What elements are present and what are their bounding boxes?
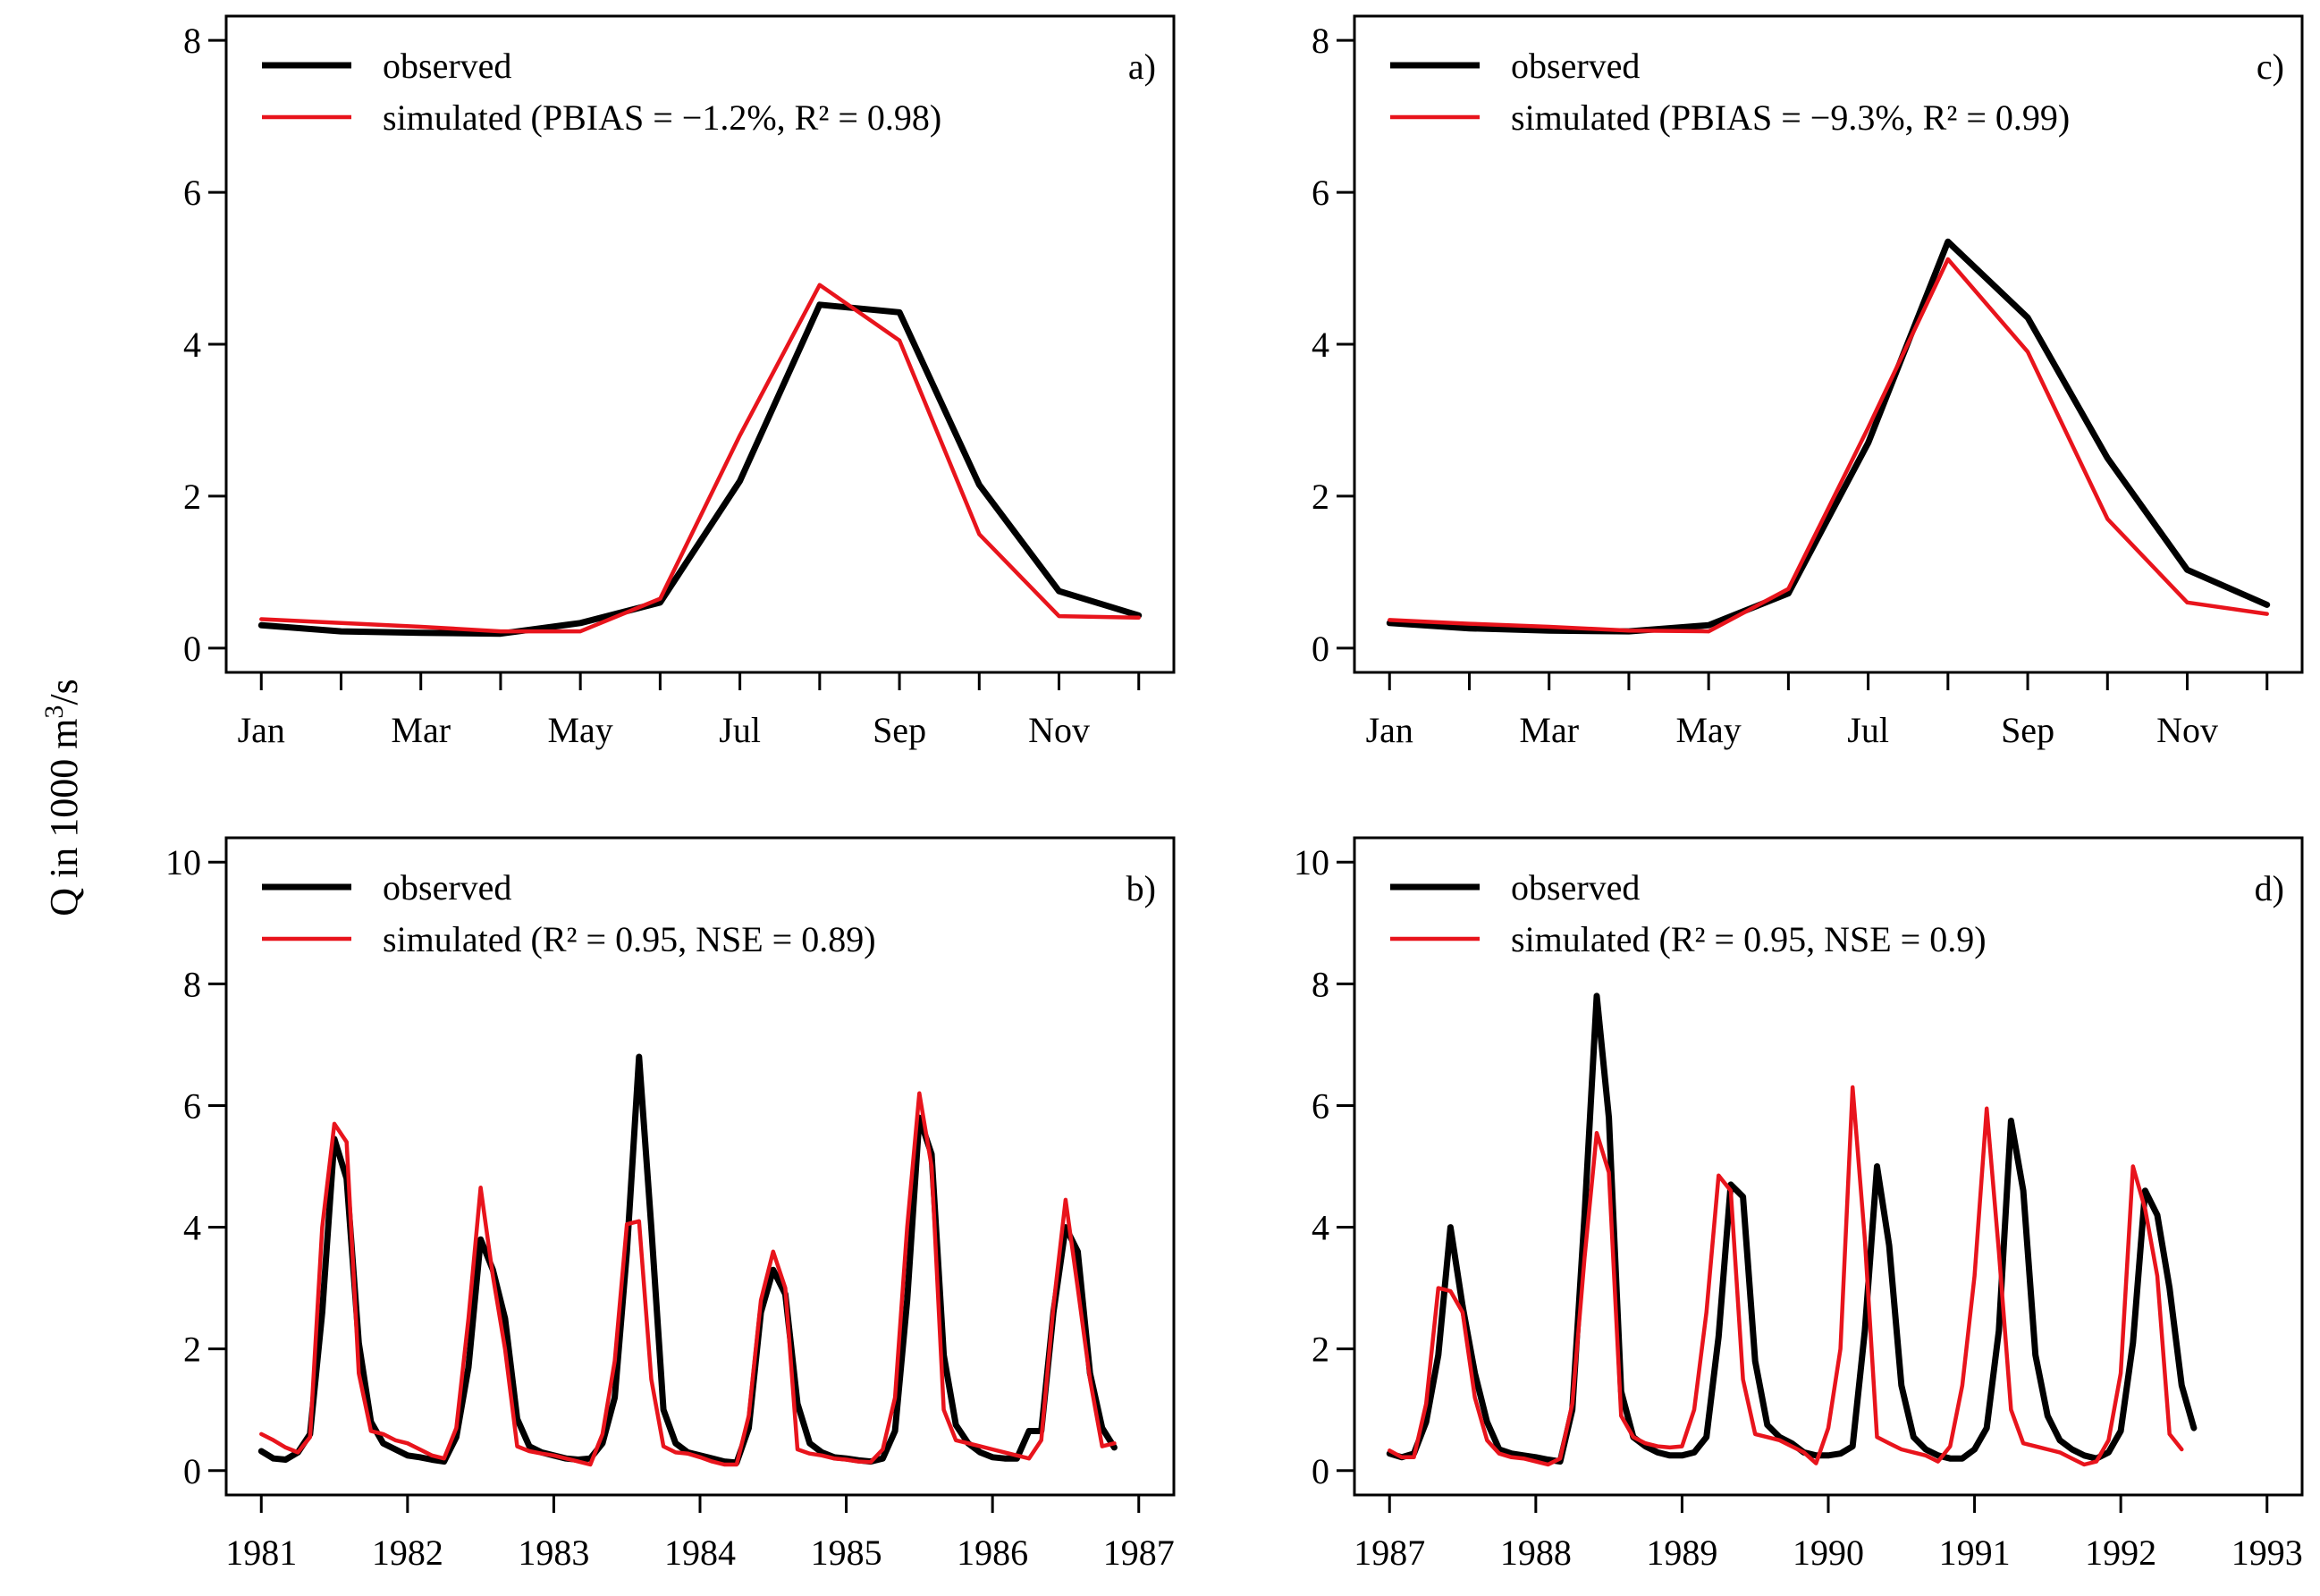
panel-label: b) (1126, 868, 1156, 908)
x-tick-label: 1984 (664, 1533, 736, 1573)
series-line-observed (257, 1053, 1118, 1466)
y-tick-label: 0 (1312, 1451, 1329, 1491)
panel-label: a) (1128, 46, 1156, 87)
legend-label-observed: observed (383, 867, 511, 908)
x-tick-label: 1983 (518, 1533, 589, 1573)
x-tick-label: Nov (2156, 710, 2218, 750)
x-tick-label: 1982 (372, 1533, 443, 1573)
x-tick-label: Mar (1519, 710, 1579, 750)
panel-label: c) (2257, 46, 2284, 87)
x-tick-label: 1992 (2085, 1533, 2156, 1573)
panel-a: 0 2 4 6 8 Jan Mar May Jul Sep Nov observed simulated… (183, 14, 1176, 750)
x-tick-label: 1987 (1354, 1533, 1425, 1573)
panel-label: d) (2255, 868, 2284, 908)
y-tick-label: 6 (1312, 173, 1329, 213)
x-tick-label: Jan (1366, 710, 1413, 750)
x-tick-label: May (547, 710, 612, 750)
y-tick-label: 10 (1294, 842, 1329, 882)
y-tick-label: 8 (1312, 964, 1329, 1004)
y-tick-label: 4 (183, 325, 201, 365)
y-tick-label: 0 (1312, 629, 1329, 669)
x-tick-label: 1989 (1646, 1533, 1717, 1573)
x-tick-label: 1986 (957, 1533, 1028, 1573)
x-tick-label: Mar (391, 710, 451, 750)
series-line-simulated (1388, 1085, 2184, 1467)
panel-c: 0 2 4 6 8 Jan Mar May Jul Sep Nov observed simulated… (1312, 14, 2304, 750)
y-tick-label: 8 (183, 21, 201, 61)
y-axis-label-suffix: /s (42, 679, 86, 705)
x-tick-label: 1990 (1793, 1533, 1864, 1573)
x-tick-label: Sep (873, 710, 926, 750)
panel-b: 0 2 4 6 8 10 1981 1982 1983 1984 1985 1986 1987 obser… (165, 836, 1176, 1573)
legend-label-observed: observed (383, 46, 511, 86)
y-tick-label: 0 (183, 1451, 201, 1491)
y-axis-label-exponent: 3 (39, 705, 69, 719)
y-tick-label: 4 (1312, 1208, 1329, 1248)
x-tick-label: 1988 (1500, 1533, 1572, 1573)
y-tick-label: 2 (183, 477, 201, 517)
legend-label-simulated: simulated (R² = 0.95, NSE = 0.89) (383, 919, 876, 959)
y-tick-label: 6 (183, 173, 201, 213)
y-tick-label: 4 (1312, 325, 1329, 365)
x-tick-label: 1981 (225, 1533, 297, 1573)
x-tick-label: 1993 (2231, 1533, 2303, 1573)
series-line-simulated (1388, 257, 2269, 634)
y-tick-label: 0 (183, 629, 201, 669)
y-tick-label: 2 (1312, 477, 1329, 517)
y-tick-label: 6 (1312, 1085, 1329, 1126)
y-axis-label: Q in 1000 m3/s (39, 679, 87, 916)
legend-label-simulated: simulated (PBIAS = −1.2%, R² = 0.98) (383, 97, 941, 138)
y-axis-label-prefix: Q in 1000 m (42, 719, 86, 916)
series-line-observed (1386, 238, 2271, 635)
y-tick-label: 2 (1312, 1330, 1329, 1370)
series-line-simulated (259, 283, 1141, 634)
y-tick-label: 2 (183, 1330, 201, 1370)
x-tick-label: Jul (719, 710, 761, 750)
y-tick-label: 6 (183, 1085, 201, 1126)
x-tick-label: May (1675, 710, 1741, 750)
x-tick-label: Nov (1028, 710, 1090, 750)
series-line-simulated (259, 1091, 1117, 1467)
legend-label-observed: observed (1511, 867, 1640, 908)
y-tick-label: 10 (165, 842, 201, 882)
y-tick-label: 8 (1312, 21, 1329, 61)
x-tick-label: Jan (238, 710, 285, 750)
series-line-observed (257, 301, 1143, 638)
x-tick-label: Sep (2001, 710, 2054, 750)
x-tick-label: 1987 (1103, 1533, 1175, 1573)
legend-label-simulated: simulated (R² = 0.95, NSE = 0.9) (1511, 919, 1987, 959)
series-line-observed (1386, 992, 2198, 1465)
legend-label-observed: observed (1511, 46, 1640, 86)
x-tick-label: 1991 (1939, 1533, 2011, 1573)
y-tick-label: 4 (183, 1208, 201, 1248)
x-tick-label: Jul (1847, 710, 1889, 750)
y-tick-label: 8 (183, 964, 201, 1004)
legend-label-simulated: simulated (PBIAS = −9.3%, R² = 0.99) (1511, 97, 2070, 138)
x-tick-label: 1985 (811, 1533, 882, 1573)
panel-d: 0 2 4 6 8 10 1987 1988 1989 1990 1991 1992 1993 obser… (1294, 836, 2304, 1573)
